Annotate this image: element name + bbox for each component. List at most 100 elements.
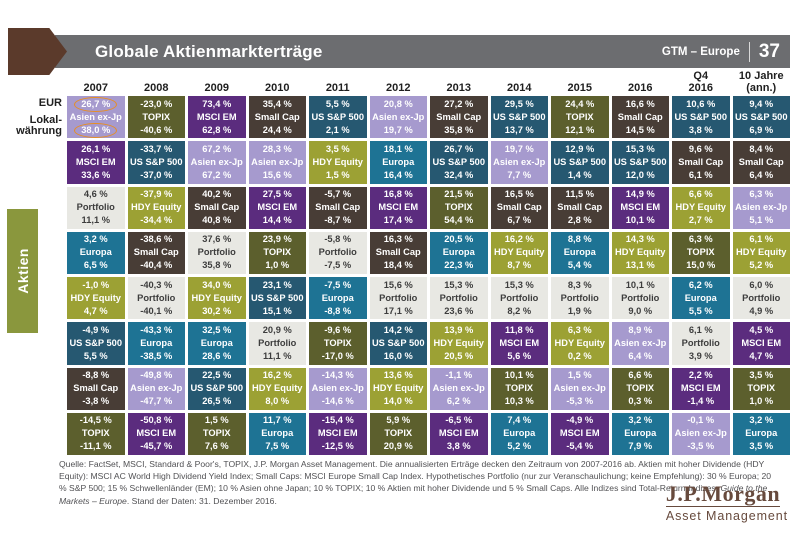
cell-value-eur: 10,6 % [686,98,716,109]
return-cell: 15,3 % Portfolio 23,6 % [430,277,488,320]
cell-asset-label: Asien ex-Jp [614,337,667,348]
return-cell: 7,4 % Europa 5,2 % [490,412,548,455]
return-cell: 23,1 % US S&P 500 15,1 % [248,277,306,320]
column-header-2011: 2011 [325,81,350,94]
returns-quilt-grid: 26,7 % Asien ex-Jp 38,0 % 26,1 % MSCI EM 33,6… [67,96,790,455]
cell-asset-label: HDY Equity [70,292,121,303]
cell-value-local: -40,4 % [140,260,173,271]
cell-value-local: -38,5 % [140,350,173,361]
cell-asset-label: Europa [140,337,173,348]
cell-asset-label: HDY Equity [615,247,666,258]
cell-value-eur: -37,9 % [140,189,173,200]
cell-asset-label: TOPIX [747,383,776,394]
cell-value-local: -40,1 % [140,305,173,316]
cell-value-eur: 4,6 % [83,189,108,200]
return-cell: 16,2 % HDY Equity 8,7 % [490,231,548,274]
cell-value-eur: 5,9 % [386,415,411,426]
cell-asset-label: Portfolio [318,247,357,258]
cell-value-eur: 21,5 % [444,189,474,200]
cell-value-eur: 8,9 % [628,324,653,335]
cell-value-eur: -5,8 % [324,234,352,245]
cell-value-eur: 23,1 % [262,279,292,290]
cell-value-local: 12,1 % [565,124,595,135]
cell-asset-label: Asien ex-Jp [190,156,243,167]
cell-value-eur: 4,5 % [749,324,774,335]
cell-value-local: 11,1 % [81,215,110,226]
footnote-publication-name: Guide to the Markets – Europe [59,483,768,506]
column-header-2013: 2013 [446,81,471,94]
return-cell: 16,5 % Small Cap 6,7 % [490,186,548,229]
return-cell: 11,7 % Europa 7,5 % [248,412,306,455]
cell-value-local: 1,9 % [567,305,592,316]
cell-asset-label: Small Cap [496,202,542,213]
cell-asset-label: Small Cap [194,202,240,213]
cell-value-local: -5,4 % [566,441,594,452]
cell-value-eur: 15,6 % [383,279,413,290]
cell-asset-label: Small Cap [254,111,300,122]
return-cell: 10,1 % Portfolio 9,0 % [611,277,669,320]
local-currency-label-line1: Lokal- [29,113,62,126]
cell-value-eur: 9,4 % [749,98,774,109]
cell-value-eur: 6,1 % [688,324,713,335]
cell-value-local: 10,3 % [504,396,534,407]
cell-asset-label: Portfolio [500,292,539,303]
cell-value-local: 5,4 % [567,260,592,271]
return-cell: 16,6 % Small Cap 14,5 % [611,96,669,139]
column-header-q4-2016: Q4 2016 [688,70,713,94]
cell-asset-label: US S&P 500 [371,337,425,348]
column-header-2012: 2012 [386,81,411,94]
return-cell: 5,5 % US S&P 500 2,1 % [309,96,367,139]
cell-value-local: 6,4 % [628,350,653,361]
return-cell: 4,6 % Portfolio 11,1 % [67,186,125,229]
cell-value-local: 14,5 % [625,124,655,135]
cell-value-local: -45,7 % [140,441,173,452]
cell-asset-label: HDY Equity [312,156,363,167]
cell-asset-label: Small Cap [738,156,784,167]
cell-asset-label: MSCI EM [75,156,116,167]
cell-asset-label: Asien ex-Jp [674,428,727,439]
cell-value-local: 14,4 % [262,215,292,226]
cell-value-eur: 16,2 % [504,234,534,245]
cell-value-local: 5,2 % [749,260,774,271]
return-cell: 20,9 % Portfolio 11,1 % [248,322,306,365]
cell-value-eur: -1,1 % [445,370,473,381]
cell-value-eur: 7,4 % [507,415,532,426]
cell-asset-label: MSCI EM [620,202,661,213]
return-cell: -5,8 % Portfolio -7,5 % [309,231,367,274]
cell-value-eur: 20,8 % [383,98,413,109]
cell-value-local: 2,1 % [325,124,350,135]
cell-value-eur: 26,1 % [81,143,111,154]
return-cell: 6,1 % Portfolio 3,9 % [672,322,730,365]
cell-value-local: 5,2 % [507,441,532,452]
cell-value-eur: 16,2 % [262,370,292,381]
cell-asset-label: Portfolio [560,292,599,303]
return-cell: -5,7 % Small Cap -8,7 % [309,186,367,229]
column-header-row: 2007 2008 2009 2010 2011 2012 2013 2014 2015 2016… [67,68,790,94]
cell-asset-label: TOPIX [323,337,352,348]
column-header-2014: 2014 [507,81,532,94]
cell-asset-label: MSCI EM [196,111,237,122]
cell-value-local: 0,2 % [567,350,592,361]
return-cell: -38,6 % Small Cap -40,4 % [127,231,185,274]
cell-value-eur: 6,1 % [749,234,774,245]
cell-asset-label: Asien ex-Jp [735,202,788,213]
cell-value-local: 20,9 % [383,441,413,452]
cell-value-local: 5,5 % [688,305,713,316]
cell-value-local: 1,5 % [325,169,350,180]
cell-value-eur: 6,0 % [749,279,774,290]
cell-value-local: -17,0 % [321,350,354,361]
return-cell: 15,3 % US S&P 500 12,0 % [611,141,669,184]
cell-value-eur: 37,6 % [202,234,232,245]
cell-asset-label: Portfolio [439,292,478,303]
cell-asset-label: Small Cap [73,383,119,394]
cell-value-eur: 14,3 % [625,234,655,245]
cell-value-local: -37,0 % [140,169,173,180]
footnote-text: Quelle: FactSet, MSCI, Standard & Poor's… [59,459,772,494]
cell-value-eur: 32,5 % [202,324,232,335]
return-cell: 3,5 % HDY Equity 1,5 % [309,141,367,184]
cell-value-local: 16,0 % [383,350,413,361]
return-cell: 3,2 % Europa 6,5 % [67,231,125,274]
cell-asset-label: TOPIX [81,428,110,439]
cell-value-local: -3,8 % [82,396,110,407]
